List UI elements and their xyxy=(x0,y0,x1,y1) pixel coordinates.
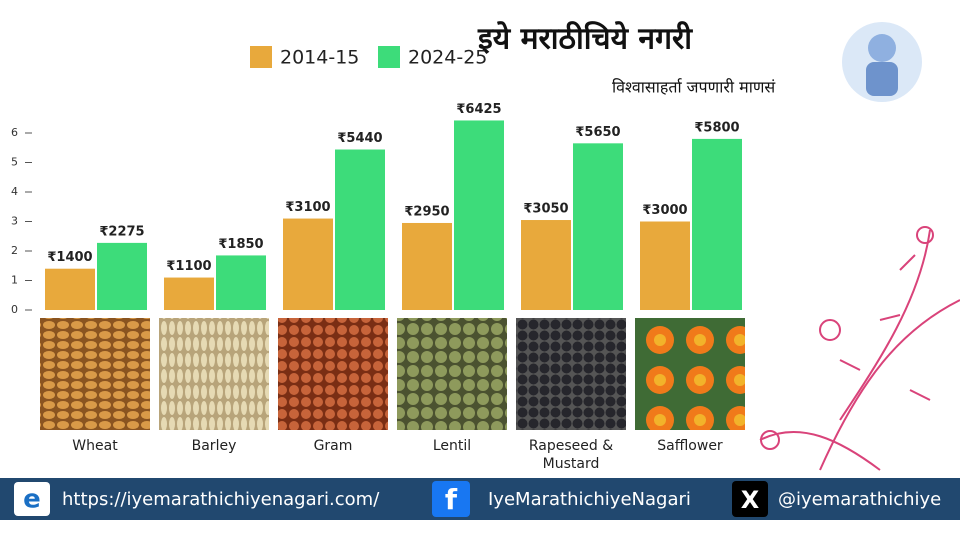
logo-figure xyxy=(868,34,896,62)
y-tick-label: 2 xyxy=(11,244,18,257)
page-title: इये मराठीचिये नगरी xyxy=(477,21,693,57)
y-tick-label: 1 xyxy=(11,274,18,287)
bar xyxy=(454,120,504,311)
value-label: ₹3050 xyxy=(523,202,568,217)
bar xyxy=(216,255,266,310)
floral-decoration xyxy=(759,226,960,471)
value-label: ₹3100 xyxy=(285,200,330,215)
value-label: ₹1400 xyxy=(47,250,92,265)
facebook-icon-glyph: f xyxy=(445,483,458,516)
category-image xyxy=(40,318,150,430)
category-image xyxy=(516,318,626,430)
website[interactable]: https://iyemarathichiyenagari.com/ xyxy=(62,489,380,510)
bar xyxy=(521,220,571,310)
bar xyxy=(692,138,742,310)
value-label: ₹6425 xyxy=(456,102,501,117)
y-tick-label: 6 xyxy=(11,126,18,139)
legend-swatch xyxy=(250,46,272,68)
x-tick-label: Safflower xyxy=(657,438,723,454)
value-label: ₹5800 xyxy=(694,120,739,135)
value-label: ₹5440 xyxy=(337,131,382,146)
category-image xyxy=(159,318,269,430)
x-handle[interactable]: @iyemarathichiye xyxy=(778,489,941,510)
bar xyxy=(97,242,147,310)
legend-label: 2024-25 xyxy=(408,47,487,69)
x-tick-label: Rapeseed & Mustard xyxy=(528,438,614,472)
value-label: ₹2950 xyxy=(404,204,449,219)
page-subtitle: विश्वासाहर्ता जपणारी माणसं xyxy=(612,78,776,97)
legend-swatch xyxy=(378,46,400,68)
category-image xyxy=(278,318,388,430)
bar xyxy=(640,221,690,310)
web-icon xyxy=(14,482,50,516)
web-icon-glyph: e xyxy=(23,485,41,515)
bar xyxy=(45,268,95,310)
value-label: ₹2275 xyxy=(99,224,144,239)
bar xyxy=(335,149,385,310)
bar xyxy=(164,277,214,310)
x-tick-label: Lentil xyxy=(432,438,472,454)
value-label: ₹1850 xyxy=(218,237,263,252)
bar xyxy=(283,218,333,310)
value-label: ₹3000 xyxy=(642,203,687,218)
x-icon-glyph: X xyxy=(741,486,760,514)
category-image xyxy=(635,318,745,430)
category-image xyxy=(397,318,507,430)
value-label: ₹1100 xyxy=(166,259,211,274)
y-tick-label: 3 xyxy=(11,215,18,228)
facebook-icon xyxy=(432,481,470,517)
logo-figure xyxy=(866,62,898,96)
footer-bar xyxy=(0,478,960,520)
legend-label: 2014-15 xyxy=(280,47,359,69)
x-tick-label: Barley xyxy=(191,438,237,454)
x-icon xyxy=(732,481,768,517)
y-tick-label: 0 xyxy=(11,303,18,316)
value-label: ₹5650 xyxy=(575,125,620,140)
bar xyxy=(402,222,452,310)
y-tick-label: 5 xyxy=(11,156,18,169)
y-tick-label: 4 xyxy=(11,185,18,198)
facebook-page[interactable]: IyeMarathichiyeNagari xyxy=(488,489,691,510)
x-tick-label: Wheat xyxy=(72,438,118,454)
bar xyxy=(573,143,623,310)
x-tick-label: Gram xyxy=(313,438,353,454)
